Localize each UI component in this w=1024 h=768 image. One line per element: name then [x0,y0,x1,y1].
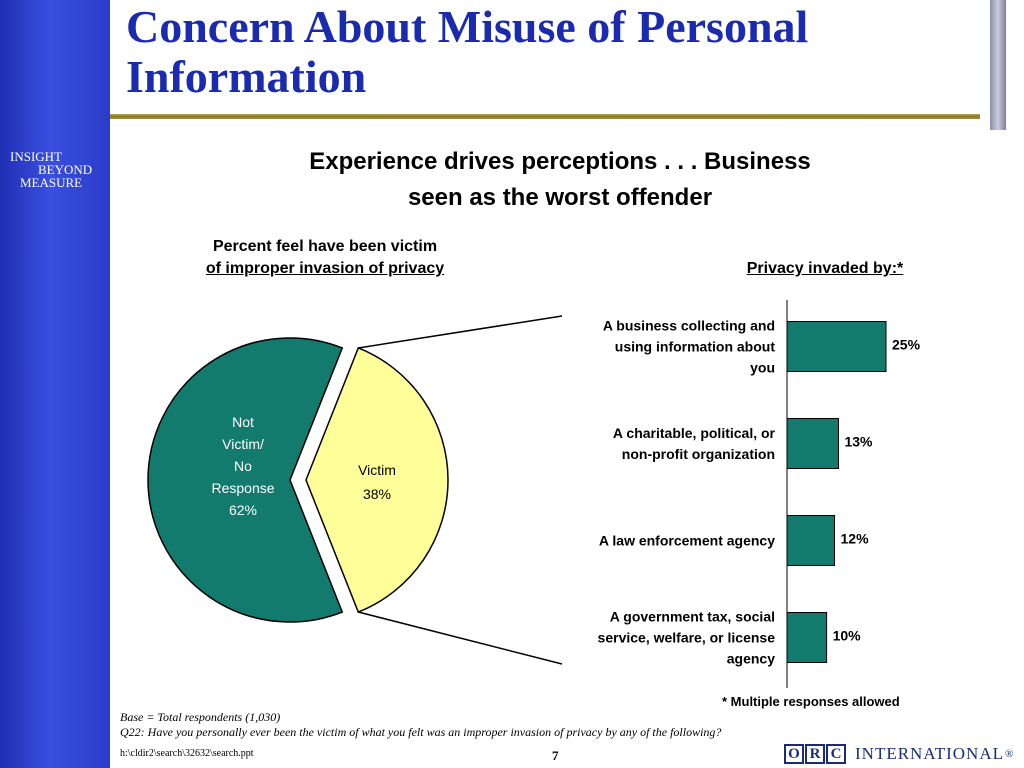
slide-subtitle: Experience drives perceptions . . . Busi… [309,148,811,211]
bar-value-label-0: 25% [892,337,921,353]
bar-value-label-2: 12% [841,531,870,547]
bar-category-label-3-2: agency [727,651,775,667]
explode-connector-bottom [358,611,563,665]
brand-line-beyond: BEYOND [38,162,93,177]
pie-label-not-victim-3: Response [211,480,274,496]
bar-category-label-0-2: you [750,360,775,376]
bar-1 [786,418,839,469]
logo-registered-mark: ® [1004,748,1015,760]
pie-caption-line1: Percent feel have been victim [212,238,438,255]
bar-category-label-0-1: using information about [615,339,776,355]
bar-category-label-1-1: non-profit organization [622,446,775,462]
bar-3 [786,612,828,663]
pie-label-not-victim-1: Victim/ [222,436,264,452]
bar-caption: Privacy invaded by:* [746,260,904,277]
file-path: h:\cldir2\search\32632\search.ppt [120,748,254,759]
pie-caption: Percent feel have been victim of imprope… [170,236,480,280]
pie-label-not-victim-0: Not [232,414,254,430]
pie-label-not-victim-4: 62% [229,502,257,518]
sidebar: INSIGHT BEYOND MEASURE [0,0,110,768]
base-note-line: Base = Total respondents (1,030) [120,710,281,724]
right-decorative-bar [990,0,1006,130]
multiple-responses-note: * Multiple responses allowed [722,694,900,709]
pie-label-not-victim-2: No [234,458,252,474]
bar-category-label-3-1: service, welfare, or license [598,630,776,646]
bar-value-label-1: 13% [844,434,873,450]
brand-line-insight: INSIGHT [10,149,62,164]
pie-slice-victim [305,346,449,614]
page-number: 7 [552,748,559,763]
bar-category-label-2-0: A law enforcement agency [599,533,775,549]
explode-connector-top [358,315,563,349]
pie-value-victim: 38% [363,486,391,502]
brand-tagline: INSIGHT BEYOND MEASURE [10,150,92,189]
logo-letter-r: R [805,744,825,764]
brand-line-measure: MEASURE [20,175,83,190]
question-note-line: Q22: Have you personally ever been the v… [120,725,722,739]
title-divider [110,114,980,119]
bar-2 [786,515,836,566]
bar-value-label-3: 10% [833,628,862,644]
base-note: Base = Total respondents (1,030) Q22: Ha… [120,710,721,740]
bar-category-label-0-0: A business collecting and [603,318,775,334]
logo-letter-o: O [784,744,804,764]
bar-0 [786,321,887,372]
logo-letter-c: C [826,744,846,764]
bar-category-label-1-0: A charitable, political, or [613,425,776,441]
slide-title: Concern About Misuse of Personal Informa… [126,1,809,102]
pie-label-victim: Victim [358,462,396,478]
orc-logo: O R C INTERNATIONAL ® [784,744,1014,764]
logo-word: INTERNATIONAL [855,744,1004,763]
pie-caption-line2: of improper invasion of privacy [205,260,445,277]
pie-slice-not-victim [147,337,344,623]
bar-category-label-3-0: A government tax, social [610,609,775,625]
